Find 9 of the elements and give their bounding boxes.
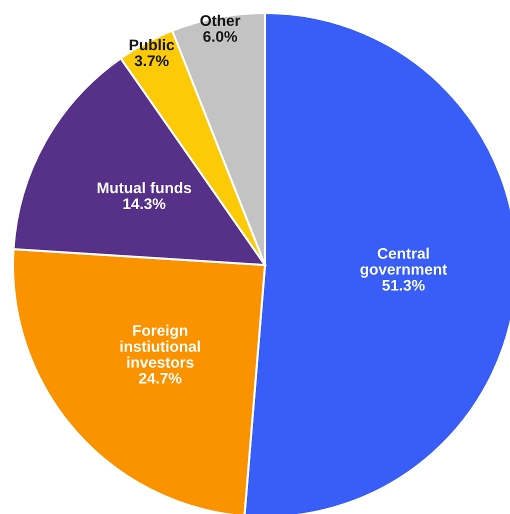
- data-label: 51.3%: [382, 280, 425, 291]
- slice-label: Central government: [360, 248, 448, 278]
- slice-label: Mutual funds: [98, 182, 192, 194]
- data-label: 6.0%: [203, 31, 238, 42]
- slice-label: Other: [200, 14, 240, 26]
- slice-label: Foreign instiutional investors: [120, 324, 200, 368]
- data-label: 14.3%: [123, 198, 166, 210]
- data-label: 3.7%: [134, 55, 169, 66]
- data-label: 24.7%: [139, 372, 182, 384]
